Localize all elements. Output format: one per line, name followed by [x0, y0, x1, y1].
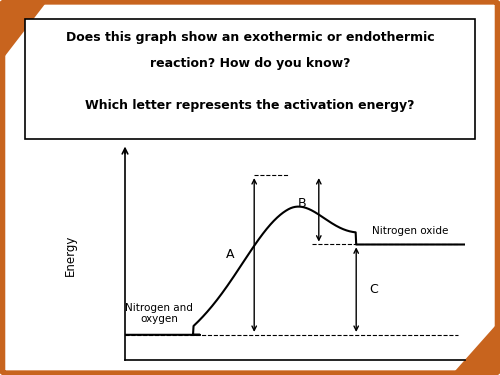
Text: C: C [369, 283, 378, 296]
Text: Which letter represents the activation energy?: Which letter represents the activation e… [85, 99, 415, 111]
Text: A: A [226, 249, 234, 261]
Polygon shape [455, 326, 495, 371]
Text: reaction? How do you know?: reaction? How do you know? [150, 57, 350, 70]
Text: Nitrogen and
oxygen: Nitrogen and oxygen [125, 303, 193, 324]
Polygon shape [5, 4, 45, 56]
Text: Does this graph show an exothermic or endothermic: Does this graph show an exothermic or en… [66, 31, 434, 44]
Text: Nitrogen oxide: Nitrogen oxide [372, 226, 449, 236]
Text: Energy: Energy [64, 234, 77, 276]
Text: B: B [298, 197, 306, 210]
FancyBboxPatch shape [25, 19, 475, 139]
